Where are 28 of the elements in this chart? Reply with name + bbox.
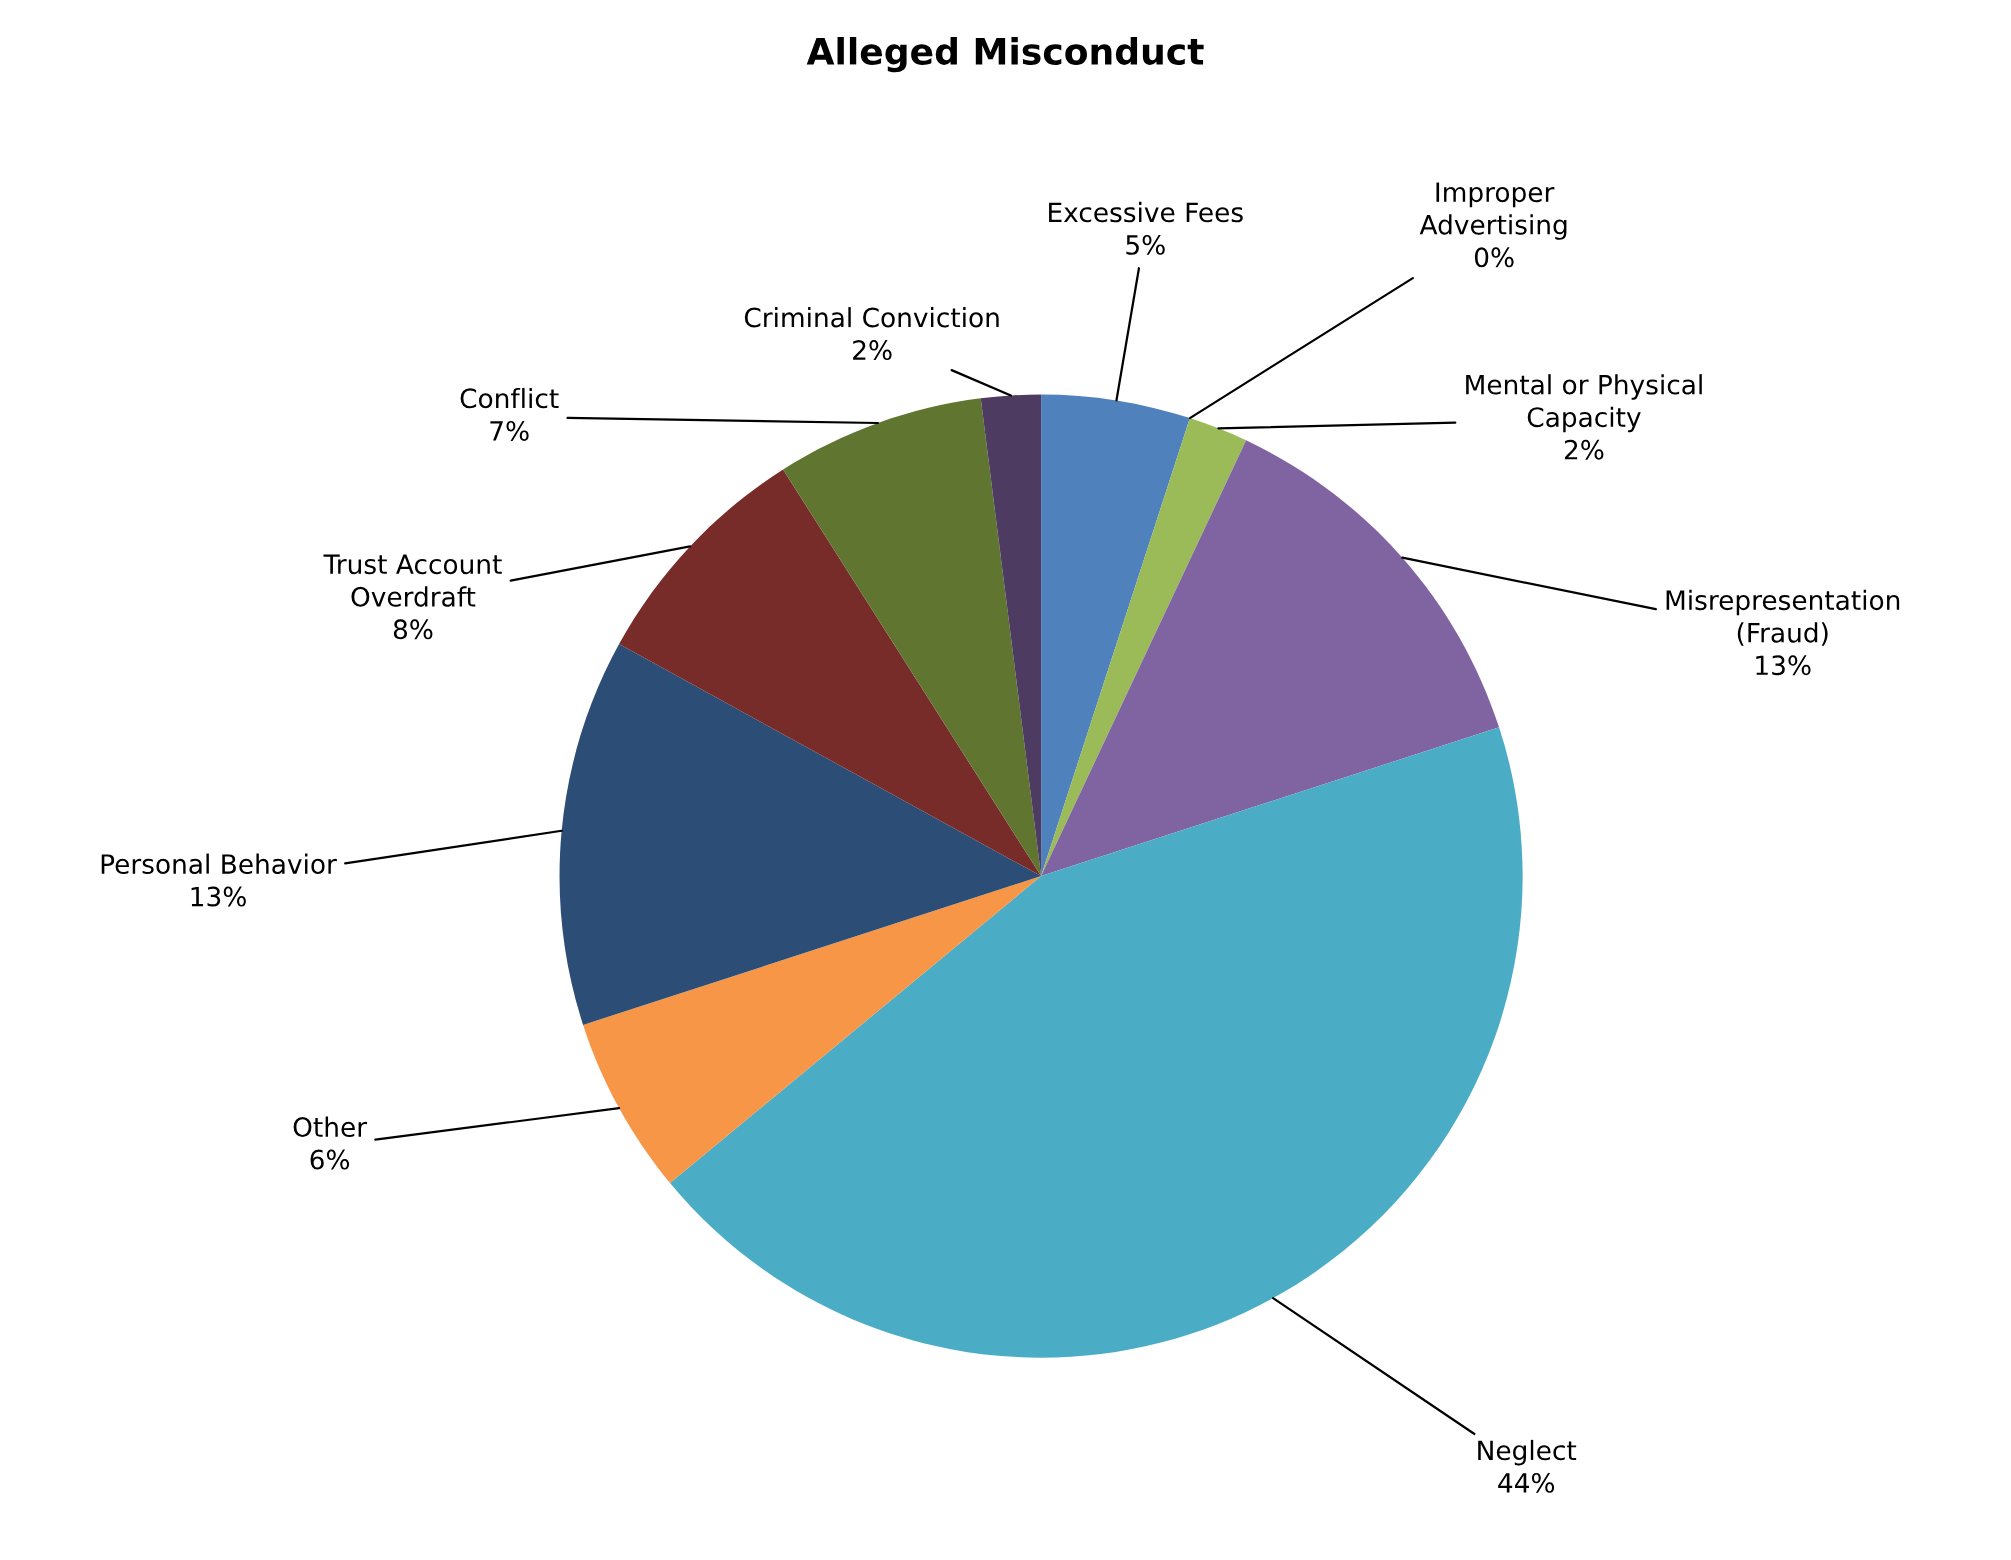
slice-label: Neglect [1478,1439,1577,1466]
pie-slice [1041,440,1500,877]
data-label: 13% [191,886,246,907]
data-label: 44% [1498,1472,1555,1493]
slice-label: Criminal Conviction [744,307,999,328]
pie-slice [783,398,1042,877]
slice-label: Personal Behavior [101,853,337,875]
data-label: 6% [310,1149,350,1170]
pie-slice [1041,394,1190,877]
slice-label: Conflict [460,387,559,409]
data-label: 8% [393,619,433,640]
slice-label: Excessive Fees [1049,201,1243,223]
slice-label: Misrepresentation (Fraud) [1666,589,1900,646]
pie-slice [583,876,1042,1184]
data-label: 5% [1126,234,1165,255]
pie-slice [670,727,1523,1358]
pie-slice [619,469,1042,877]
data-label: 7% [490,420,529,441]
slice-label: Other [293,1116,368,1137]
pie-slice [559,644,1042,1025]
slice-label: Trust Account Overdraft [323,554,502,607]
chart-title: Alleged Misconduct [806,36,1204,73]
category-label: Improper Advertising [1419,182,1567,240]
data-label: 13% [1756,655,1811,676]
data-label: 2% [1564,439,1604,460]
text: 0% [1474,247,1514,268]
data-label: 2% [853,340,892,361]
slice-label: Mental or Physical Capacity [1466,374,1702,433]
